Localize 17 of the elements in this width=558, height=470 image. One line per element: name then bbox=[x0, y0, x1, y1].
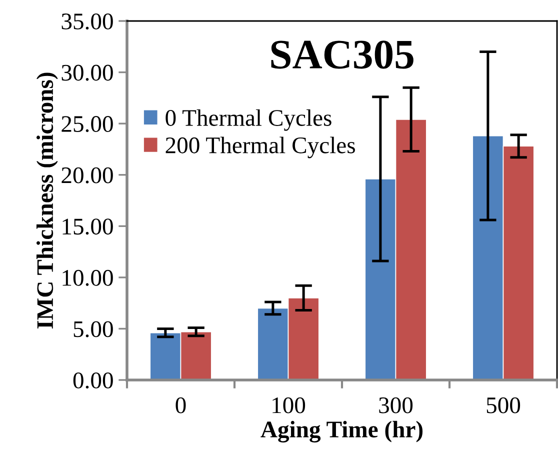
y-tick-label: 35.00 bbox=[62, 13, 113, 30]
x-tick-label: 100 bbox=[272, 397, 306, 414]
y-tick-label: 15.00 bbox=[62, 218, 113, 235]
x-axis-title: Aging Time (hr) bbox=[260, 420, 423, 442]
x-tick-label: 300 bbox=[379, 397, 413, 414]
y-tick-label: 25.00 bbox=[62, 116, 113, 132]
chart-title: SAC305 bbox=[271, 40, 414, 69]
y-tick-label: 0.00 bbox=[73, 372, 113, 389]
y-tick-label: 30.00 bbox=[62, 64, 113, 81]
x-tick-label: 0 bbox=[176, 397, 186, 414]
legend-label: 0 Thermal Cycles bbox=[166, 109, 332, 131]
y-tick-label: 10.00 bbox=[62, 270, 113, 286]
legend-label: 200 Thermal Cycles bbox=[166, 136, 355, 158]
y-tick-label: 20.00 bbox=[62, 167, 113, 184]
x-tick-label: 500 bbox=[486, 397, 520, 414]
y-tick-label: 5.00 bbox=[74, 321, 113, 338]
y-axis-title: IMC Thickness (microns) bbox=[36, 72, 58, 328]
